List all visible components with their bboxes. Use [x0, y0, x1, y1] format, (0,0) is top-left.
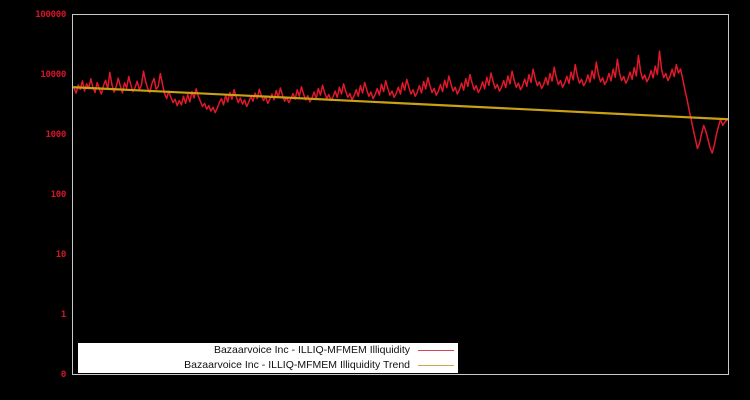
y-tick-label-100: 100 — [50, 190, 67, 200]
series-line-swatch-icon — [418, 350, 454, 351]
plot-area — [72, 14, 729, 375]
y-tick-label-100000: 100000 — [35, 10, 66, 20]
y-tick-label-10000: 10000 — [40, 70, 66, 80]
illiquidity-series-line — [73, 50, 728, 154]
y-tick-label-10: 10 — [55, 250, 67, 260]
legend-item-series[interactable]: Bazaarvoice Inc - ILLIQ-MFMEM Illiquidit… — [78, 343, 458, 358]
chart-legend: Bazaarvoice Inc - ILLIQ-MFMEM Illiquidit… — [78, 343, 458, 373]
y-tick-label-1000: 1000 — [45, 130, 67, 140]
illiquidity-trend-line — [73, 86, 728, 121]
legend-label-trend: Bazaarvoice Inc - ILLIQ-MFMEM Illiquidit… — [184, 359, 410, 371]
trend-line-swatch-icon — [418, 365, 454, 366]
plot-svg — [73, 50, 728, 154]
y-tick-label-0: 0 — [60, 370, 66, 380]
legend-label-series: Bazaarvoice Inc - ILLIQ-MFMEM Illiquidit… — [213, 344, 410, 356]
y-tick-label-1: 1 — [60, 310, 66, 320]
legend-item-trend[interactable]: Bazaarvoice Inc - ILLIQ-MFMEM Illiquidit… — [78, 358, 458, 373]
